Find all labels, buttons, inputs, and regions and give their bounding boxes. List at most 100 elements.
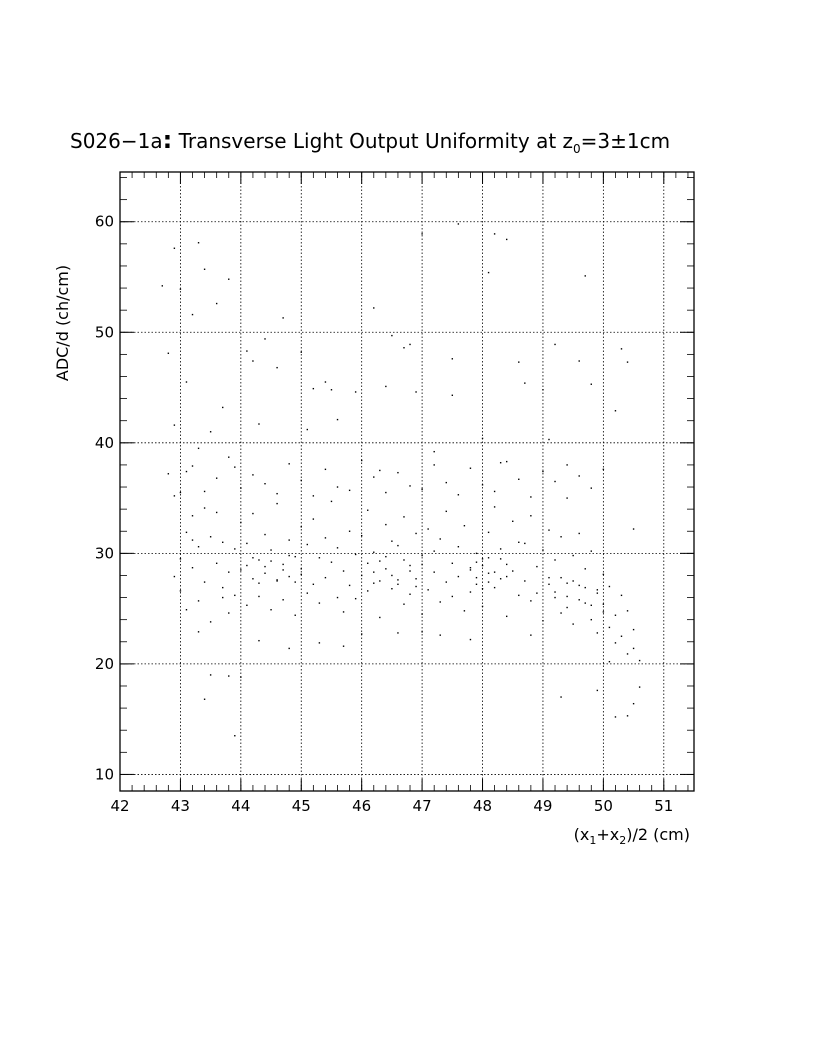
data-point [505,563,508,566]
data-point [554,480,556,483]
data-point [596,589,599,591]
data-point [584,275,586,277]
data-point [409,485,411,487]
data-point [548,583,550,585]
data-point [505,460,508,463]
data-point [270,560,272,562]
data-point [354,553,357,556]
data-point [264,338,266,340]
data-point [373,571,375,573]
data-point [596,592,599,594]
data-point [300,479,302,482]
data-point [385,555,387,558]
data-point [590,383,592,385]
data-point [391,334,393,337]
data-point [354,597,357,600]
data-point [197,447,200,450]
data-point [536,565,538,568]
data-point [179,558,182,560]
data-point [185,470,188,473]
data-point [499,548,502,550]
data-point [560,576,562,579]
chart-title-value: =3±1cm [581,129,670,153]
data-point [173,424,176,426]
data-point [312,495,315,497]
data-point [240,676,242,678]
data-point [330,500,333,503]
data-point [475,583,478,585]
data-point [191,515,194,517]
data-point [240,521,242,524]
data-point [228,571,230,573]
data-point [409,593,411,595]
data-point [578,532,580,535]
data-point [445,481,447,484]
data-point [312,583,315,585]
data-point [270,549,272,551]
x-axis-label-sub1: 1 [589,834,596,847]
data-point [336,486,339,488]
data-point [530,515,532,517]
data-point [554,591,556,593]
data-point [306,428,309,431]
x-tick-label: 50 [594,797,613,815]
x-axis-label-sub2: 2 [619,834,626,847]
data-point [638,659,641,662]
data-point [602,468,605,471]
data-point [560,612,562,614]
data-point [596,632,599,634]
data-point [487,531,490,534]
data-point [179,288,182,290]
data-point [626,610,629,612]
data-point [518,478,520,480]
x-tick-label: 46 [352,797,371,815]
data-point [354,391,357,393]
data-point [203,507,206,509]
data-point [493,571,496,573]
data-point [234,548,236,550]
data-point [427,589,429,591]
data-point [451,562,454,564]
data-point [457,575,460,578]
data-point [288,554,290,557]
data-point [324,537,327,539]
data-point [602,611,605,613]
data-point [191,465,194,467]
data-point [481,437,484,440]
data-point [632,647,635,650]
data-point [264,572,266,574]
x-axis-label-part2: +x [596,825,619,844]
data-point [499,462,502,464]
data-point [348,489,351,492]
data-point [258,639,260,642]
data-point [324,576,327,579]
data-point [608,626,611,629]
x-tick-label: 49 [533,797,552,815]
data-point [421,488,423,490]
data-point [258,559,260,561]
data-point [397,579,399,581]
data-point [469,569,472,571]
data-point [475,552,478,555]
data-point [608,660,611,663]
data-point [185,609,188,611]
data-point [524,580,526,582]
data-point [360,534,363,537]
data-point [367,590,369,592]
data-point [294,555,296,558]
data-point [209,536,212,538]
data-point [197,600,200,602]
data-point [342,645,345,647]
data-point [512,520,514,522]
data-point [439,601,441,603]
data-point [632,628,635,631]
data-point [493,586,496,589]
y-tick-label: 60 [95,213,114,231]
data-point [518,594,520,597]
data-point [173,575,176,578]
data-point [234,466,236,468]
data-point [300,526,302,528]
data-point [246,350,248,352]
data-point [360,574,363,577]
